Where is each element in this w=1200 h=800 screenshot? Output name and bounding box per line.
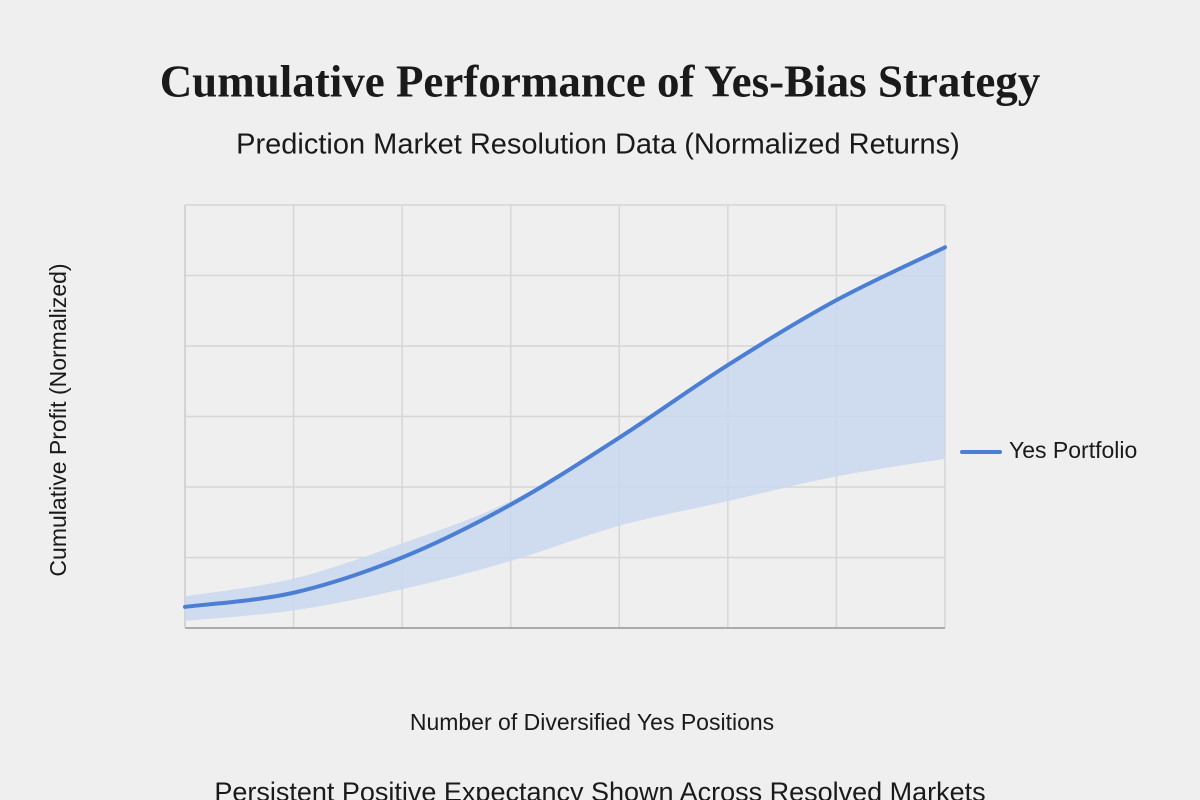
x-axis-label: Number of Diversified Yes Positions xyxy=(410,709,774,735)
plot-area xyxy=(183,245,947,621)
footer-note: Persistent Positive Expectancy Shown Acr… xyxy=(214,777,985,800)
legend-label: Yes Portfolio xyxy=(1009,437,1137,463)
chart-subtitle: Prediction Market Resolution Data (Norma… xyxy=(236,129,960,161)
chart-title: Cumulative Performance of Yes-Bias Strat… xyxy=(160,56,1041,106)
y-axis-label: Cumulative Profit (Normalized) xyxy=(45,263,71,576)
series-line xyxy=(183,245,947,609)
